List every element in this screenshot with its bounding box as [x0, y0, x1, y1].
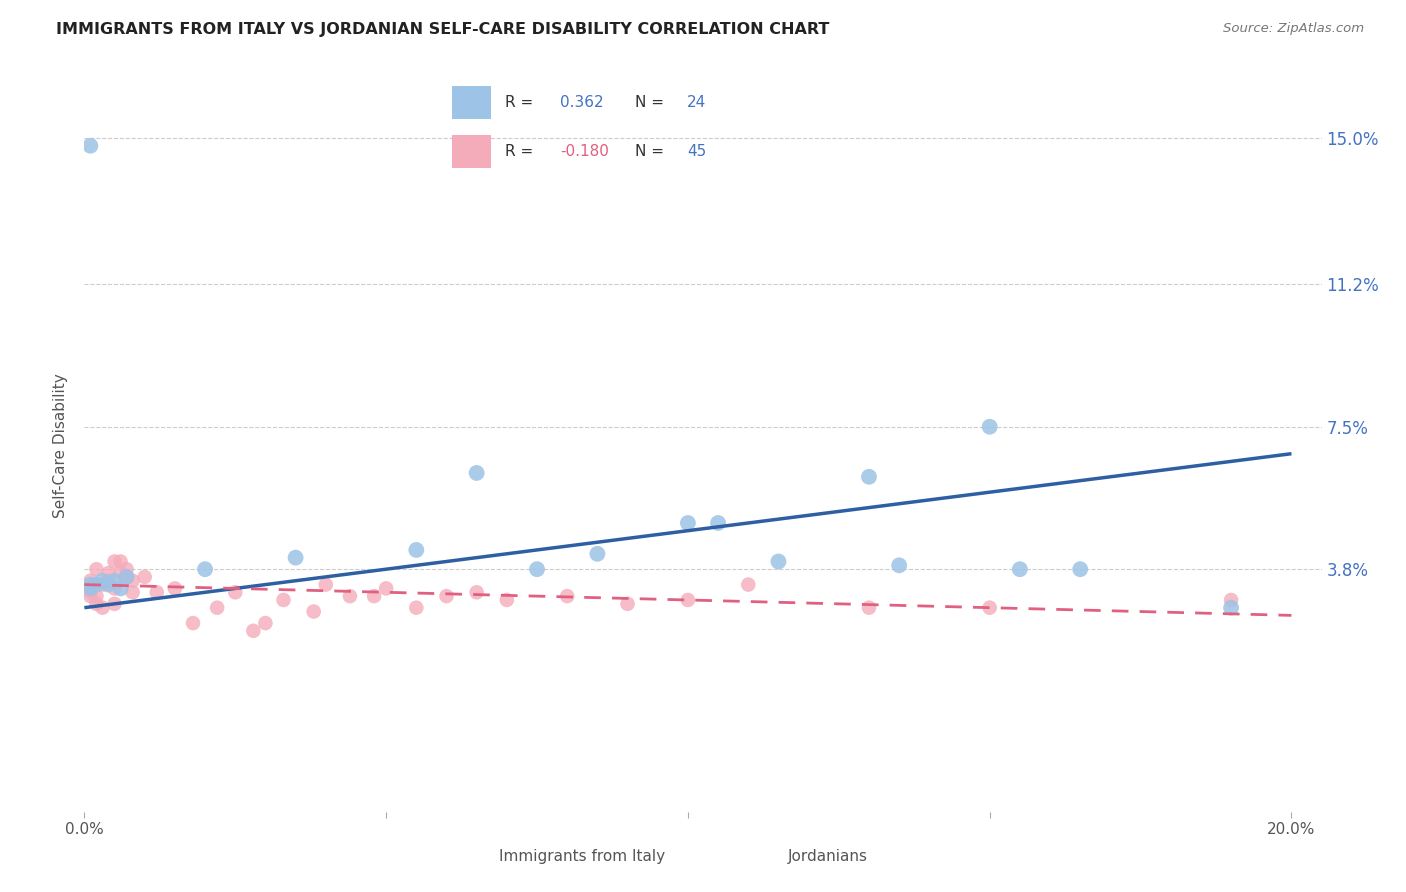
Point	[979, 419, 1001, 434]
Point	[86, 597, 108, 611]
Point	[465, 466, 488, 480]
Point	[889, 558, 911, 573]
Point	[284, 550, 307, 565]
Point	[181, 616, 204, 631]
Point	[339, 589, 361, 603]
Point	[103, 582, 125, 596]
Point	[858, 470, 880, 484]
Point	[555, 589, 578, 603]
Point	[858, 600, 880, 615]
Point	[707, 516, 730, 530]
Point	[315, 577, 337, 591]
Point	[79, 585, 101, 599]
Text: Immigrants from Italy: Immigrants from Italy	[499, 849, 665, 863]
Point	[79, 138, 101, 153]
Point	[194, 562, 217, 576]
Point	[586, 547, 609, 561]
Point	[86, 562, 108, 576]
Point	[1220, 593, 1243, 607]
Point	[163, 582, 186, 596]
Point	[405, 543, 427, 558]
Text: -0.180: -0.180	[561, 145, 609, 160]
Text: Jordanians: Jordanians	[787, 849, 868, 863]
Point	[465, 585, 488, 599]
Point	[91, 600, 114, 615]
Point	[254, 616, 277, 631]
Point	[405, 600, 427, 615]
Bar	[453, 136, 491, 168]
Point	[1069, 562, 1091, 576]
Point	[103, 554, 125, 568]
Point	[616, 597, 638, 611]
Point	[375, 582, 398, 596]
Text: N =: N =	[634, 145, 664, 160]
Point	[97, 577, 120, 591]
Point	[205, 600, 228, 615]
Point	[79, 582, 101, 596]
Point	[146, 585, 169, 599]
Point	[86, 589, 108, 603]
Text: 45: 45	[688, 145, 706, 160]
Text: 0.362: 0.362	[561, 95, 605, 110]
Point	[97, 574, 120, 588]
Point	[224, 585, 246, 599]
Point	[436, 589, 458, 603]
Point	[103, 597, 125, 611]
Text: IMMIGRANTS FROM ITALY VS JORDANIAN SELF-CARE DISABILITY CORRELATION CHART: IMMIGRANTS FROM ITALY VS JORDANIAN SELF-…	[56, 22, 830, 37]
Point	[79, 589, 101, 603]
Point	[115, 562, 138, 576]
Point	[676, 516, 699, 530]
Point	[121, 574, 143, 588]
Text: 24: 24	[688, 95, 706, 110]
Point	[979, 600, 1001, 615]
Point	[79, 582, 101, 596]
Point	[79, 577, 101, 591]
Point	[737, 577, 759, 591]
Text: Source: ZipAtlas.com: Source: ZipAtlas.com	[1223, 22, 1364, 36]
Point	[273, 593, 295, 607]
Bar	[453, 87, 491, 119]
Text: N =: N =	[634, 95, 664, 110]
Point	[768, 554, 790, 568]
Text: R =: R =	[505, 145, 533, 160]
Point	[363, 589, 385, 603]
Point	[1008, 562, 1031, 576]
Point	[97, 566, 120, 580]
Point	[676, 593, 699, 607]
Point	[115, 570, 138, 584]
Point	[110, 582, 132, 596]
Point	[110, 566, 132, 580]
Y-axis label: Self-Care Disability: Self-Care Disability	[53, 374, 69, 518]
Point	[1220, 600, 1243, 615]
Point	[86, 577, 108, 591]
Point	[91, 574, 114, 588]
Point	[121, 585, 143, 599]
Point	[91, 577, 114, 591]
Point	[134, 570, 156, 584]
Point	[526, 562, 548, 576]
Point	[302, 605, 325, 619]
Point	[495, 593, 517, 607]
Point	[242, 624, 264, 638]
Point	[110, 554, 132, 568]
Point	[115, 570, 138, 584]
Text: R =: R =	[505, 95, 533, 110]
Point	[79, 574, 101, 588]
Point	[103, 574, 125, 588]
